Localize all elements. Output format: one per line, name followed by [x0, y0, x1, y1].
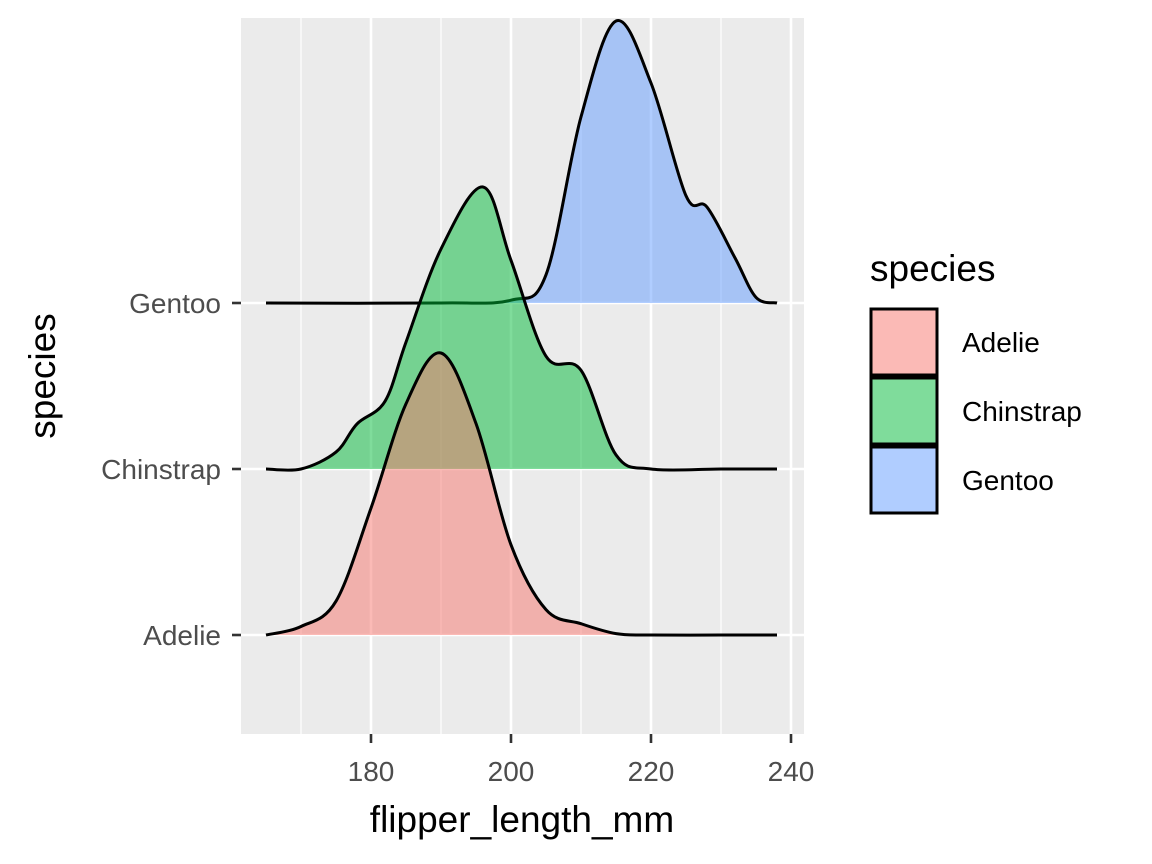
- legend-label-adelie: Adelie: [962, 327, 1040, 358]
- x-tick-label: 180: [348, 756, 395, 787]
- legend-key-adelie: [869, 307, 939, 377]
- x-axis-title: flipper_length_mm: [370, 799, 674, 840]
- ridge-chinstrap: [265, 185, 777, 472]
- ridge-fill-chinstrap: [266, 186, 777, 471]
- ridge-fill-gentoo: [266, 20, 777, 304]
- x-tick-label: 200: [488, 756, 535, 787]
- x-tick-label: 220: [628, 756, 675, 787]
- y-axis-title: species: [22, 313, 63, 438]
- ridges: [265, 19, 778, 637]
- y-tick-label: Chinstrap: [101, 454, 221, 485]
- legend-label-gentoo: Gentoo: [962, 465, 1054, 496]
- x-axis: 180 200 220 240: [348, 734, 815, 787]
- legend-title: species: [870, 248, 995, 289]
- y-axis: Adelie Chinstrap Gentoo: [101, 288, 241, 651]
- x-tick-label: 240: [768, 756, 815, 787]
- ridge-fill-adelie: [266, 352, 777, 636]
- y-tick-label: Adelie: [143, 620, 221, 651]
- ridge-line-chinstrap: [265, 185, 777, 472]
- legend-label-chinstrap: Chinstrap: [962, 396, 1082, 427]
- ridge-adelie: [265, 351, 777, 637]
- y-tick-label: Gentoo: [129, 288, 221, 319]
- legend-key-gentoo: [869, 445, 939, 515]
- legend-key-chinstrap: [869, 376, 939, 446]
- legend: species Adelie Chinstrap Gentoo: [869, 248, 1082, 515]
- ridge-line-adelie: [265, 351, 777, 637]
